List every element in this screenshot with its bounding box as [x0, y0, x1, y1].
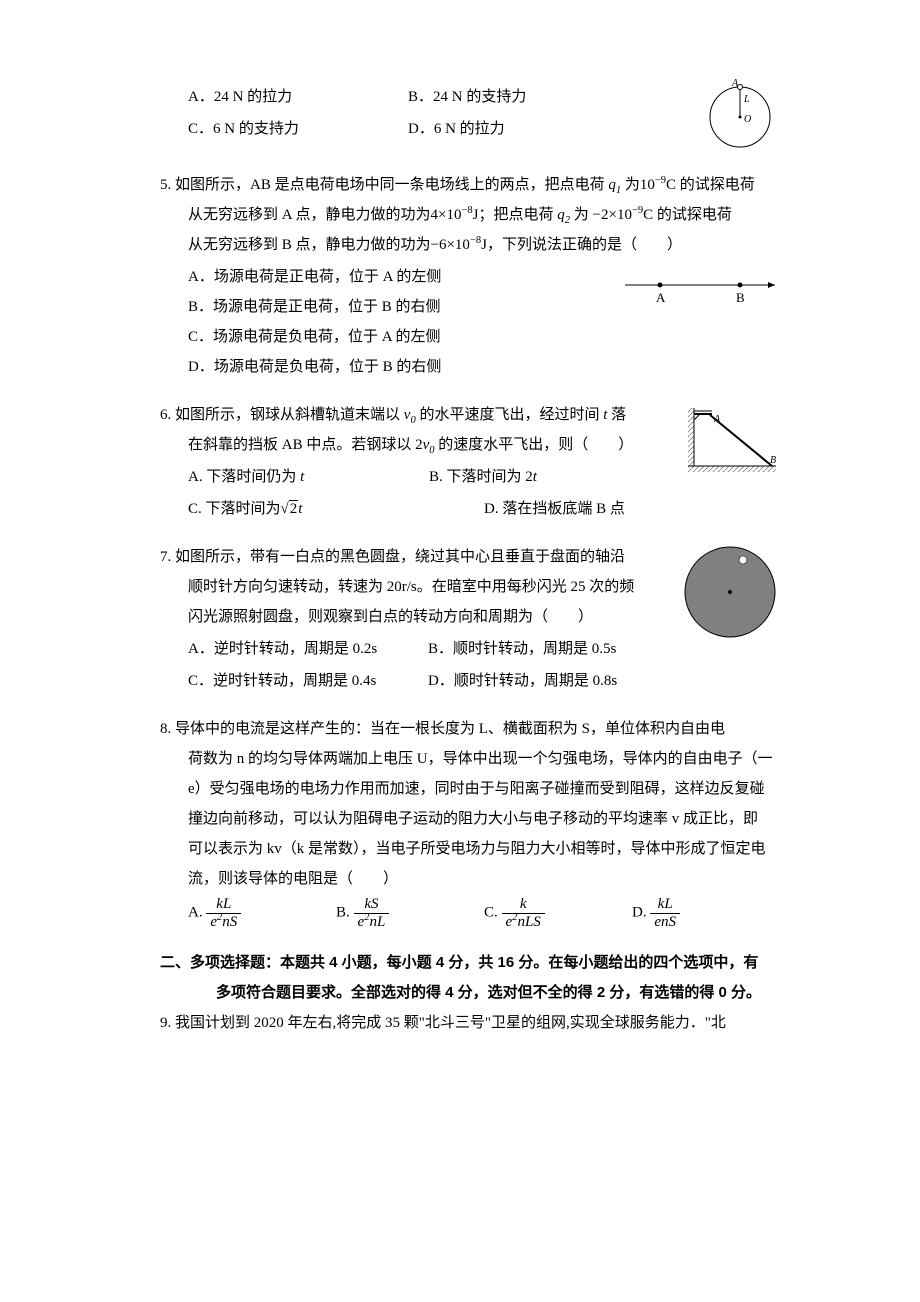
q8-stem-line5: 可以表示为 kv（k 是常数），当电子所受电场力与阻力大小相等时，导体中形成了恒… — [160, 834, 780, 864]
q4-label-L: L — [743, 94, 750, 105]
q8-stem-line6: 流，则该导体的电阻是（ ） — [160, 864, 780, 894]
q8-option-B: B. kSe2nL — [336, 896, 484, 930]
q7-option-B: B．顺时针转动，周期是 0.5s — [428, 634, 668, 664]
q4-option-A: A．24 N 的拉力 — [188, 82, 408, 112]
q7-figure — [680, 542, 780, 642]
q4-label-O: O — [744, 114, 751, 125]
q6-option-B: B. 下落时间为 2t — [429, 462, 670, 492]
q7-option-C: C．逆时针转动，周期是 0.4s — [188, 666, 428, 696]
q4-label-A: A — [731, 78, 739, 89]
q8-stem-line1: 8. 导体中的电流是这样产生的：当在一根长度为 L、横截面积为 S，单位体积内自… — [160, 714, 780, 744]
q8-option-A: A. kLe2nS — [188, 896, 336, 930]
q7-option-A: A．逆时针转动，周期是 0.2s — [188, 634, 428, 664]
question-7: 7. 如图所示，带有一白点的黑色圆盘，绕过其中心且垂直于盘面的轴沿 顺时针方向匀… — [160, 542, 780, 696]
q9-stem-line1: 9. 我国计划到 2020 年左右,将完成 35 颗"北斗三号"卫星的组网,实现… — [160, 1008, 780, 1038]
q8-stem-line3: e）受匀强电场的电场力作用而加速，同时由于与阳离子碰撞而受到阻碍，这样边反复碰 — [160, 774, 780, 804]
q8-stem-line2: 荷数为 n 的均匀导体两端加上电压 U，导体中出现一个匀强电场，导体内的自由电子… — [160, 744, 780, 774]
q6-label-A: A — [713, 414, 721, 425]
q5-label-A: A — [656, 290, 666, 305]
question-5: 5. 如图所示，AB 是点电荷电场中同一条电场线上的两点，把点电荷 q1 为10… — [160, 170, 780, 382]
q4-option-D: D．6 N 的拉力 — [408, 114, 628, 144]
section-2-heading: 二、多项选择题：本题共 4 小题，每小题 4 分，共 16 分。在每小题给出的四… — [160, 948, 780, 978]
section-2-sub: 多项符合题目要求。全部选对的得 4 分，选对但不全的得 2 分，有选错的得 0 … — [160, 978, 780, 1008]
q6-option-C: C. 下落时间为√2t — [188, 494, 484, 524]
q8-stem-line4: 撞边向前移动，可以认为阻碍电子运动的阻力大小与电子移动的平均速率 v 成正比，即 — [160, 804, 780, 834]
q6-option-D: D. 落在挡板底端 B 点 — [484, 494, 780, 524]
question-8: 8. 导体中的电流是这样产生的：当在一根长度为 L、横截面积为 S，单位体积内自… — [160, 714, 780, 930]
q5-stem-line2: 从无穷远移到 A 点，静电力做的功为4×10−8J；把点电荷 q2 为 −2×1… — [160, 200, 780, 230]
q4-option-C: C．6 N 的支持力 — [188, 114, 408, 144]
q5-stem-line3: 从无穷远移到 B 点，静电力做的功为−6×10−8J，下列说法正确的是（ ） — [160, 230, 780, 260]
q6-figure: A B — [680, 400, 780, 475]
q5-figure: A B — [620, 270, 780, 310]
q5-option-D: D．场源电荷是负电荷，位于 B 的右侧 — [188, 352, 780, 382]
question-4-fragment: A L O A．24 N 的拉力 B．24 N 的支持力 C．6 N 的支持力 … — [160, 82, 780, 152]
question-6: A B 6. 如图所示，钢球从斜槽轨道末端以 v0 的水平速度飞出，经过时间 t… — [160, 400, 780, 524]
q4-option-B: B．24 N 的支持力 — [408, 82, 628, 112]
q4-figure: A L O — [700, 72, 780, 152]
q8-option-C: C. ke2nLS — [484, 896, 632, 930]
q5-label-B: B — [736, 290, 745, 305]
q6-label-B: B — [770, 455, 776, 466]
q5-option-C: C．场源电荷是负电荷，位于 A 的左侧 — [188, 322, 780, 352]
question-9: 9. 我国计划到 2020 年左右,将完成 35 颗"北斗三号"卫星的组网,实现… — [160, 1008, 780, 1038]
q5-stem-line1: 5. 如图所示，AB 是点电荷电场中同一条电场线上的两点，把点电荷 q1 为10… — [160, 170, 780, 200]
q8-option-D: D. kLenS — [632, 896, 780, 930]
q6-option-A: A. 下落时间仍为 t — [188, 462, 429, 492]
q7-option-D: D．顺时针转动，周期是 0.8s — [428, 666, 668, 696]
